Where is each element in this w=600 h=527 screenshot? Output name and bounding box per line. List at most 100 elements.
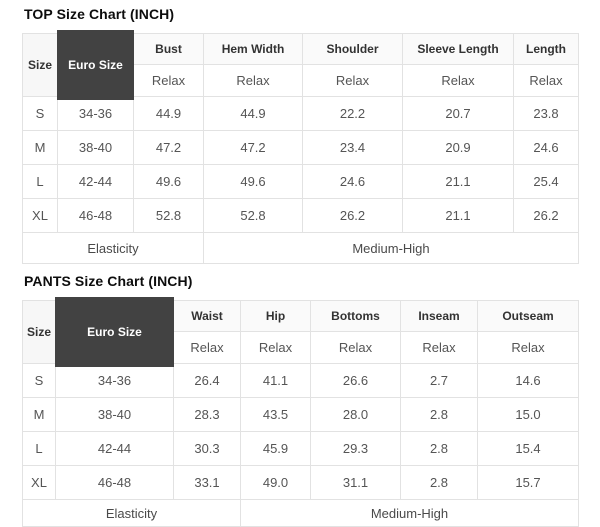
pants-chart-header: Size Euro Size Waist Hip Bottoms Inseam … (22, 297, 579, 367)
euro-size-cell: 38-40 (55, 397, 174, 432)
column-header-bust: Bust (133, 33, 204, 65)
fit-label-cell: Relax (173, 331, 241, 364)
value-cell: 52.8 (133, 198, 204, 233)
fit-label-cell: Relax (310, 331, 401, 364)
euro-size-cell: 46-48 (55, 465, 174, 500)
elasticity-label-cell: Elasticity (22, 499, 241, 527)
value-cell: 23.4 (302, 130, 403, 165)
euro-size-dark-label: Euro Size (57, 30, 134, 100)
header-row-fit: Relax Relax Relax Relax Relax (23, 64, 579, 97)
size-cell: L (22, 431, 56, 466)
value-cell: 26.2 (513, 198, 579, 233)
fit-label-cell: Relax (240, 331, 311, 364)
value-cell: 43.5 (240, 397, 311, 432)
value-cell: 30.3 (173, 431, 241, 466)
value-cell: 49.6 (203, 164, 303, 199)
value-cell: 41.1 (240, 363, 311, 398)
fit-label-cell: Relax (133, 64, 204, 97)
elasticity-row: Elasticity Medium-High (22, 232, 579, 264)
table-row-xl: XL 46-48 52.8 52.8 26.2 21.1 26.2 (22, 198, 579, 233)
value-cell: 25.4 (513, 164, 579, 199)
value-cell: 52.8 (203, 198, 303, 233)
table-row-m: M 38-40 28.3 43.5 28.0 2.8 15.0 (22, 397, 579, 432)
top-chart-header: Size Euro Size Bust Hem Width Shoulder S… (22, 30, 579, 100)
value-cell: 26.2 (302, 198, 403, 233)
value-cell: 23.8 (513, 96, 579, 131)
column-header-length: Length (513, 33, 579, 65)
fit-label-cell: Relax (402, 64, 514, 97)
value-cell: 22.2 (302, 96, 403, 131)
column-header-euro-size: Euro Size (55, 297, 174, 367)
pants-chart-title: PANTS Size Chart (INCH) (24, 273, 193, 289)
value-cell: 26.6 (310, 363, 401, 398)
table-row-s: S 34-36 44.9 44.9 22.2 20.7 23.8 (22, 96, 579, 131)
elasticity-row: Elasticity Medium-High (22, 499, 579, 527)
top-size-chart-table: Size Euro Size Bust Hem Width Shoulder S… (22, 30, 579, 264)
fit-label-cell: Relax (477, 331, 579, 364)
size-cell: XL (22, 198, 58, 233)
header-row-labels: Size Euro Size Waist Hip Bottoms Inseam … (22, 297, 579, 367)
value-cell: 20.7 (402, 96, 514, 131)
value-cell: 14.6 (477, 363, 579, 398)
pants-size-chart-table: Size Euro Size Waist Hip Bottoms Inseam … (22, 297, 579, 527)
value-cell: 33.1 (173, 465, 241, 500)
header-row-labels: Size Euro Size Bust Hem Width Shoulder S… (22, 30, 579, 100)
value-cell: 47.2 (203, 130, 303, 165)
size-cell: XL (22, 465, 56, 500)
value-cell: 21.1 (402, 198, 514, 233)
euro-size-cell: 34-36 (55, 363, 174, 398)
table-row-l: L 42-44 30.3 45.9 29.3 2.8 15.4 (22, 431, 579, 466)
top-chart-title: TOP Size Chart (INCH) (24, 6, 175, 22)
value-cell: 31.1 (310, 465, 401, 500)
value-cell: 47.2 (133, 130, 204, 165)
fit-label-cell: Relax (400, 331, 478, 364)
value-cell: 49.6 (133, 164, 204, 199)
column-header-inseam: Inseam (400, 300, 478, 332)
value-cell: 2.8 (400, 397, 478, 432)
value-cell: 15.7 (477, 465, 579, 500)
column-header-hem-width: Hem Width (203, 33, 303, 65)
euro-size-cell: 46-48 (57, 198, 134, 233)
header-row-fit: Relax Relax Relax Relax Relax (23, 331, 579, 364)
column-header-waist: Waist (173, 300, 241, 332)
value-cell: 49.0 (240, 465, 311, 500)
euro-size-dark-label: Euro Size (55, 297, 174, 367)
value-cell: 21.1 (402, 164, 514, 199)
value-cell: 24.6 (302, 164, 403, 199)
fit-label-cell: Relax (513, 64, 579, 97)
column-header-bottoms: Bottoms (310, 300, 401, 332)
fit-label-cell: Relax (302, 64, 403, 97)
value-cell: 2.8 (400, 465, 478, 500)
euro-size-cell: 42-44 (55, 431, 174, 466)
elasticity-label-cell: Elasticity (22, 232, 204, 264)
elasticity-value-cell: Medium-High (203, 232, 579, 264)
euro-size-cell: 34-36 (57, 96, 134, 131)
size-cell: S (22, 96, 58, 131)
value-cell: 20.9 (402, 130, 514, 165)
column-header-hip: Hip (240, 300, 311, 332)
value-cell: 26.4 (173, 363, 241, 398)
table-row-s: S 34-36 26.4 41.1 26.6 2.7 14.6 (22, 363, 579, 398)
value-cell: 2.8 (400, 431, 478, 466)
value-cell: 15.4 (477, 431, 579, 466)
column-header-shoulder: Shoulder (302, 33, 403, 65)
table-row-m: M 38-40 47.2 47.2 23.4 20.9 24.6 (22, 130, 579, 165)
value-cell: 28.0 (310, 397, 401, 432)
column-header-size: Size (22, 33, 58, 97)
elasticity-value-cell: Medium-High (240, 499, 579, 527)
euro-size-cell: 42-44 (57, 164, 134, 199)
table-row-l: L 42-44 49.6 49.6 24.6 21.1 25.4 (22, 164, 579, 199)
value-cell: 44.9 (133, 96, 204, 131)
value-cell: 28.3 (173, 397, 241, 432)
value-cell: 24.6 (513, 130, 579, 165)
table-row-xl: XL 46-48 33.1 49.0 31.1 2.8 15.7 (22, 465, 579, 500)
column-header-outseam: Outseam (477, 300, 579, 332)
size-cell: M (22, 397, 56, 432)
value-cell: 15.0 (477, 397, 579, 432)
value-cell: 2.7 (400, 363, 478, 398)
size-cell: M (22, 130, 58, 165)
euro-size-cell: 38-40 (57, 130, 134, 165)
size-cell: L (22, 164, 58, 199)
value-cell: 29.3 (310, 431, 401, 466)
value-cell: 45.9 (240, 431, 311, 466)
